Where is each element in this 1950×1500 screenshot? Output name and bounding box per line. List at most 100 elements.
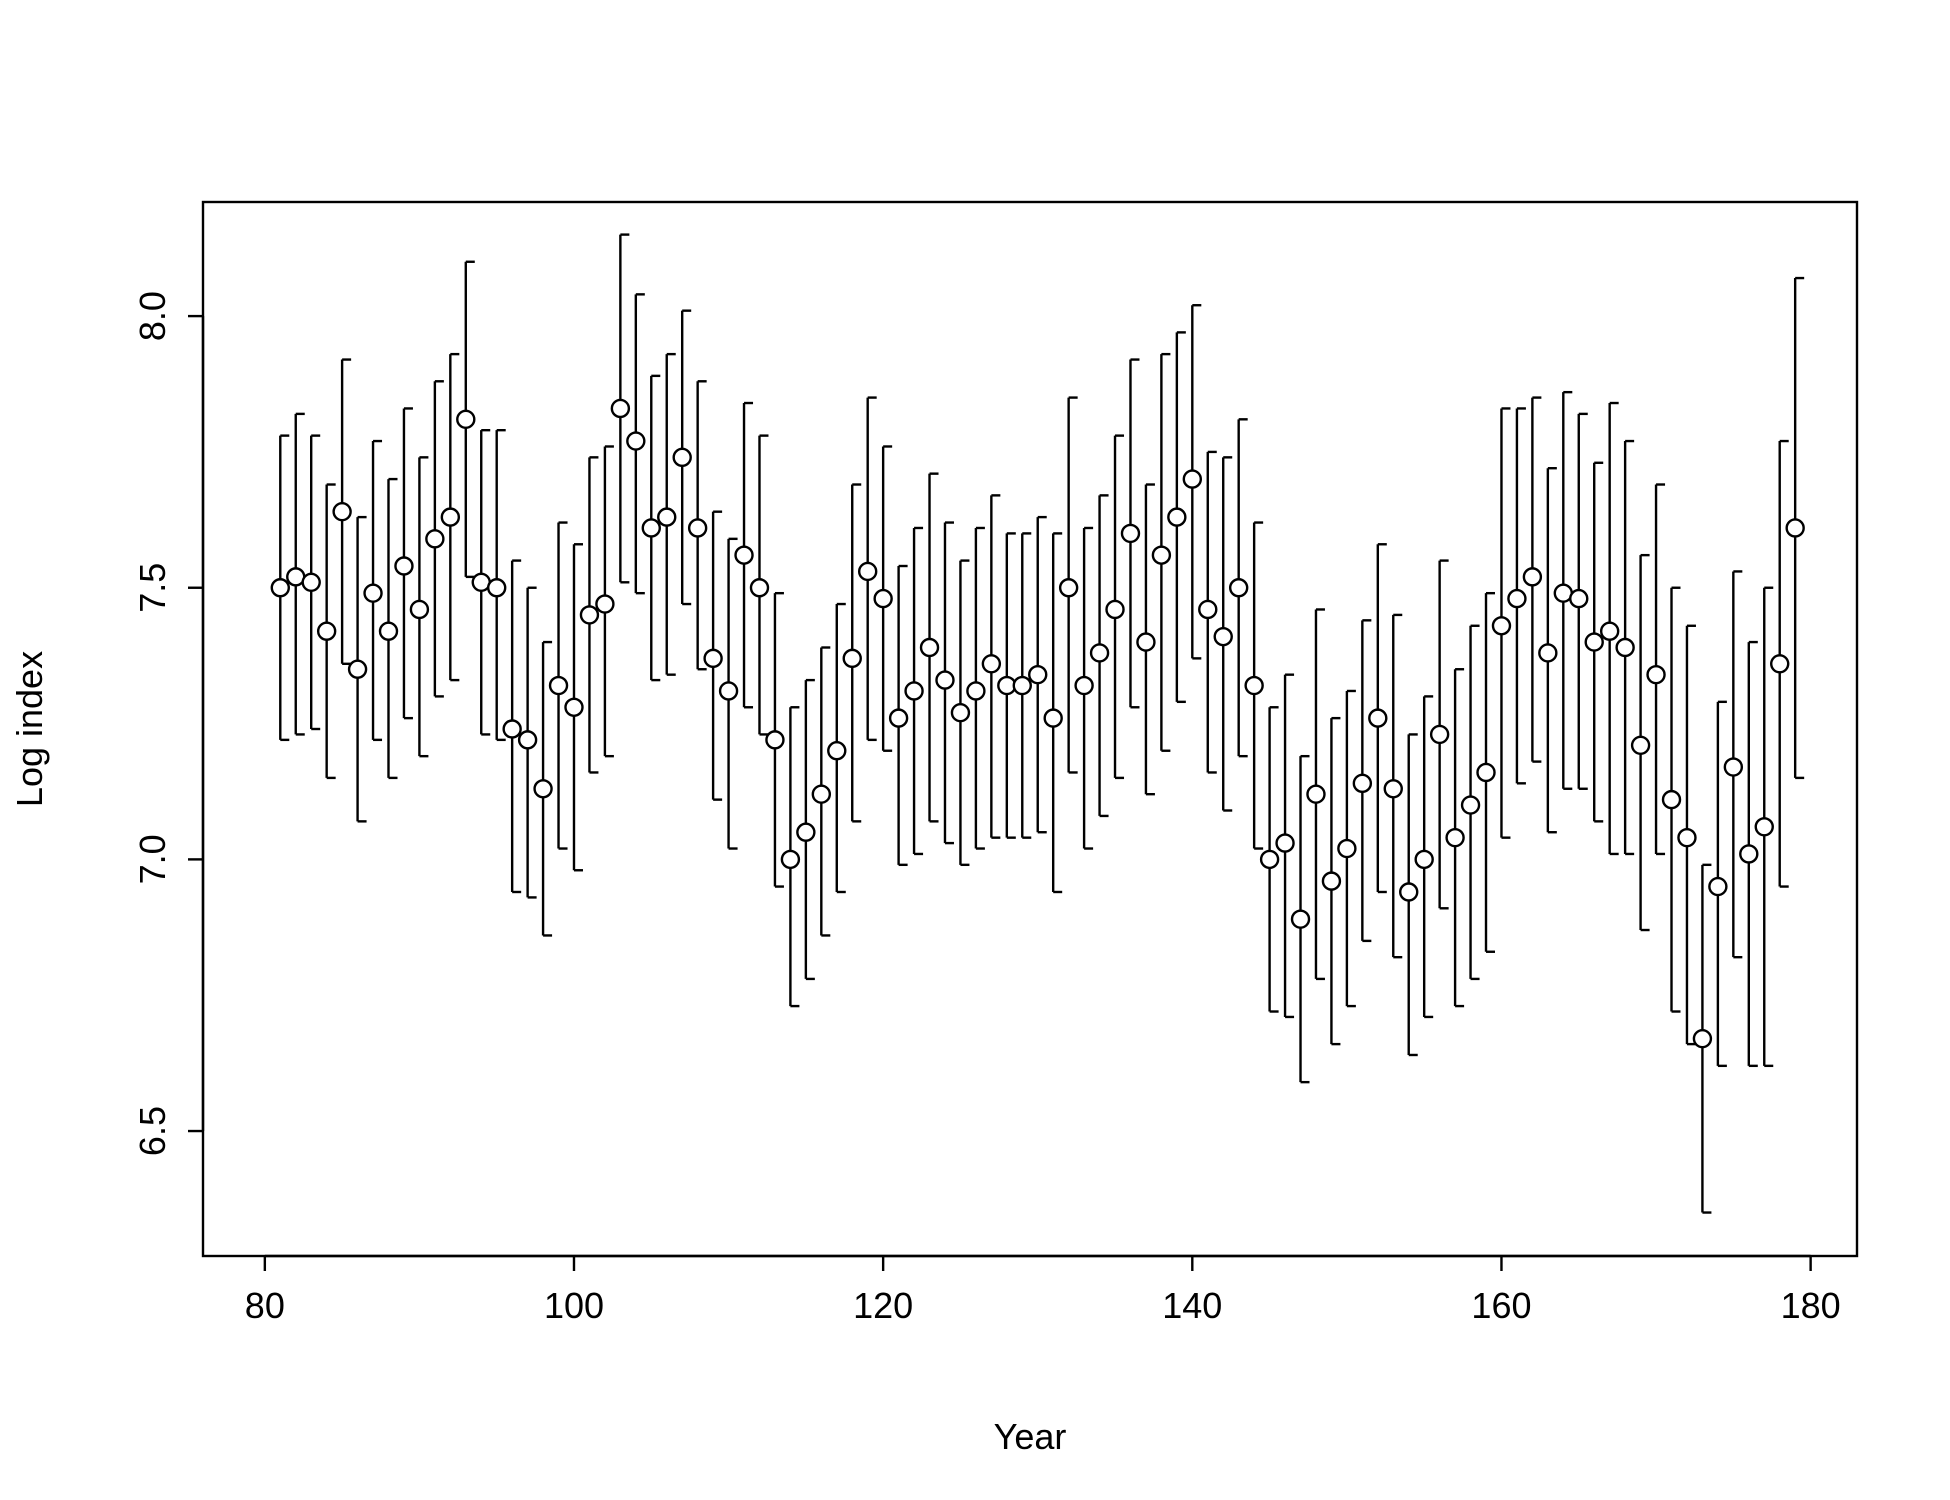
data-point (1275, 833, 1295, 853)
data-point (1661, 789, 1682, 810)
data-point (610, 398, 631, 419)
data-point (517, 730, 538, 750)
data-point (579, 605, 600, 625)
y-tick-label: 8.0 (132, 291, 173, 341)
data-point (1383, 779, 1403, 799)
data-point (966, 681, 986, 701)
data-point (1708, 876, 1728, 897)
data-point (641, 518, 661, 538)
data-point (888, 708, 909, 728)
data-point (1352, 773, 1373, 794)
data-point (780, 849, 801, 870)
data-point (1337, 838, 1357, 859)
data-point (1754, 817, 1774, 837)
data-points (270, 398, 1805, 1049)
x-axis-label: Year (994, 1416, 1067, 1457)
data-point (749, 578, 770, 598)
data-point (1739, 844, 1759, 864)
data-point (919, 637, 940, 658)
data-point (1167, 507, 1187, 527)
y-tick-label: 7.0 (132, 834, 173, 884)
data-point (1770, 654, 1790, 674)
y-tick-label: 6.5 (132, 1106, 173, 1156)
data-point (935, 670, 955, 690)
data-point (363, 583, 383, 603)
data-point (1321, 871, 1342, 891)
data-point (270, 578, 290, 598)
data-point (1089, 643, 1110, 663)
data-point (1120, 523, 1141, 544)
data-point (502, 719, 522, 739)
data-point (548, 675, 569, 696)
data-point (1198, 599, 1218, 620)
data-point (378, 621, 399, 641)
data-point (1058, 578, 1079, 598)
data-point (1043, 708, 1063, 728)
data-point (1368, 708, 1388, 728)
data-point (1692, 1028, 1713, 1049)
data-point (394, 556, 414, 576)
data-point (718, 681, 739, 701)
data-point (1244, 675, 1264, 696)
data-point (734, 545, 754, 565)
data-point (1213, 626, 1233, 647)
data-point (1630, 735, 1651, 755)
x-tick-label: 180 (1781, 1285, 1841, 1326)
data-point (1615, 637, 1635, 658)
data-point (1785, 518, 1805, 538)
data-point (332, 501, 352, 522)
data-point (1228, 578, 1249, 598)
data-point (1491, 616, 1512, 636)
data-point (904, 681, 924, 701)
x-tick-label: 140 (1162, 1285, 1222, 1326)
data-point (1460, 795, 1481, 815)
data-point (811, 784, 832, 804)
axes: 80 100 120 140 160 180 6.5 7.0 7.5 8.0 (132, 200, 1859, 1326)
data-point (1569, 588, 1589, 609)
data-point (672, 447, 692, 468)
data-point (1105, 599, 1125, 620)
y-axis-label: Log index (9, 651, 50, 807)
data-point (1028, 664, 1048, 685)
data-point (1507, 588, 1527, 609)
data-point (1677, 827, 1697, 848)
data-point (347, 659, 368, 679)
data-point (950, 703, 971, 723)
data-point (842, 648, 862, 669)
data-point (626, 431, 646, 451)
y-tick-label: 7.5 (132, 563, 173, 613)
data-point (409, 599, 430, 620)
data-point (1599, 621, 1620, 641)
data-point (595, 594, 615, 614)
data-point (1445, 827, 1465, 848)
data-point (1151, 545, 1172, 565)
data-point (1259, 849, 1280, 870)
data-point (425, 529, 445, 549)
data-point (765, 730, 785, 750)
data-point (301, 572, 321, 593)
x-tick-label: 120 (853, 1285, 913, 1326)
data-point (687, 518, 708, 538)
data-point (1182, 469, 1203, 489)
data-point (857, 561, 878, 582)
data-point (487, 578, 507, 598)
data-point (564, 697, 584, 717)
data-point (456, 409, 476, 430)
x-tick-label: 80 (245, 1285, 285, 1326)
data-point (796, 822, 816, 842)
data-point (1136, 632, 1156, 652)
data-point (981, 654, 1002, 674)
data-point (316, 621, 337, 641)
data-point (1429, 724, 1450, 745)
data-point (1290, 909, 1311, 929)
data-point (1012, 675, 1032, 696)
data-point (657, 507, 677, 527)
data-point (1646, 664, 1666, 685)
data-point (1399, 882, 1419, 902)
data-point (1584, 632, 1604, 652)
data-point (703, 648, 723, 669)
data-point (1476, 762, 1496, 783)
data-point (1074, 675, 1094, 696)
data-point (440, 507, 461, 527)
data-point (1414, 849, 1434, 870)
